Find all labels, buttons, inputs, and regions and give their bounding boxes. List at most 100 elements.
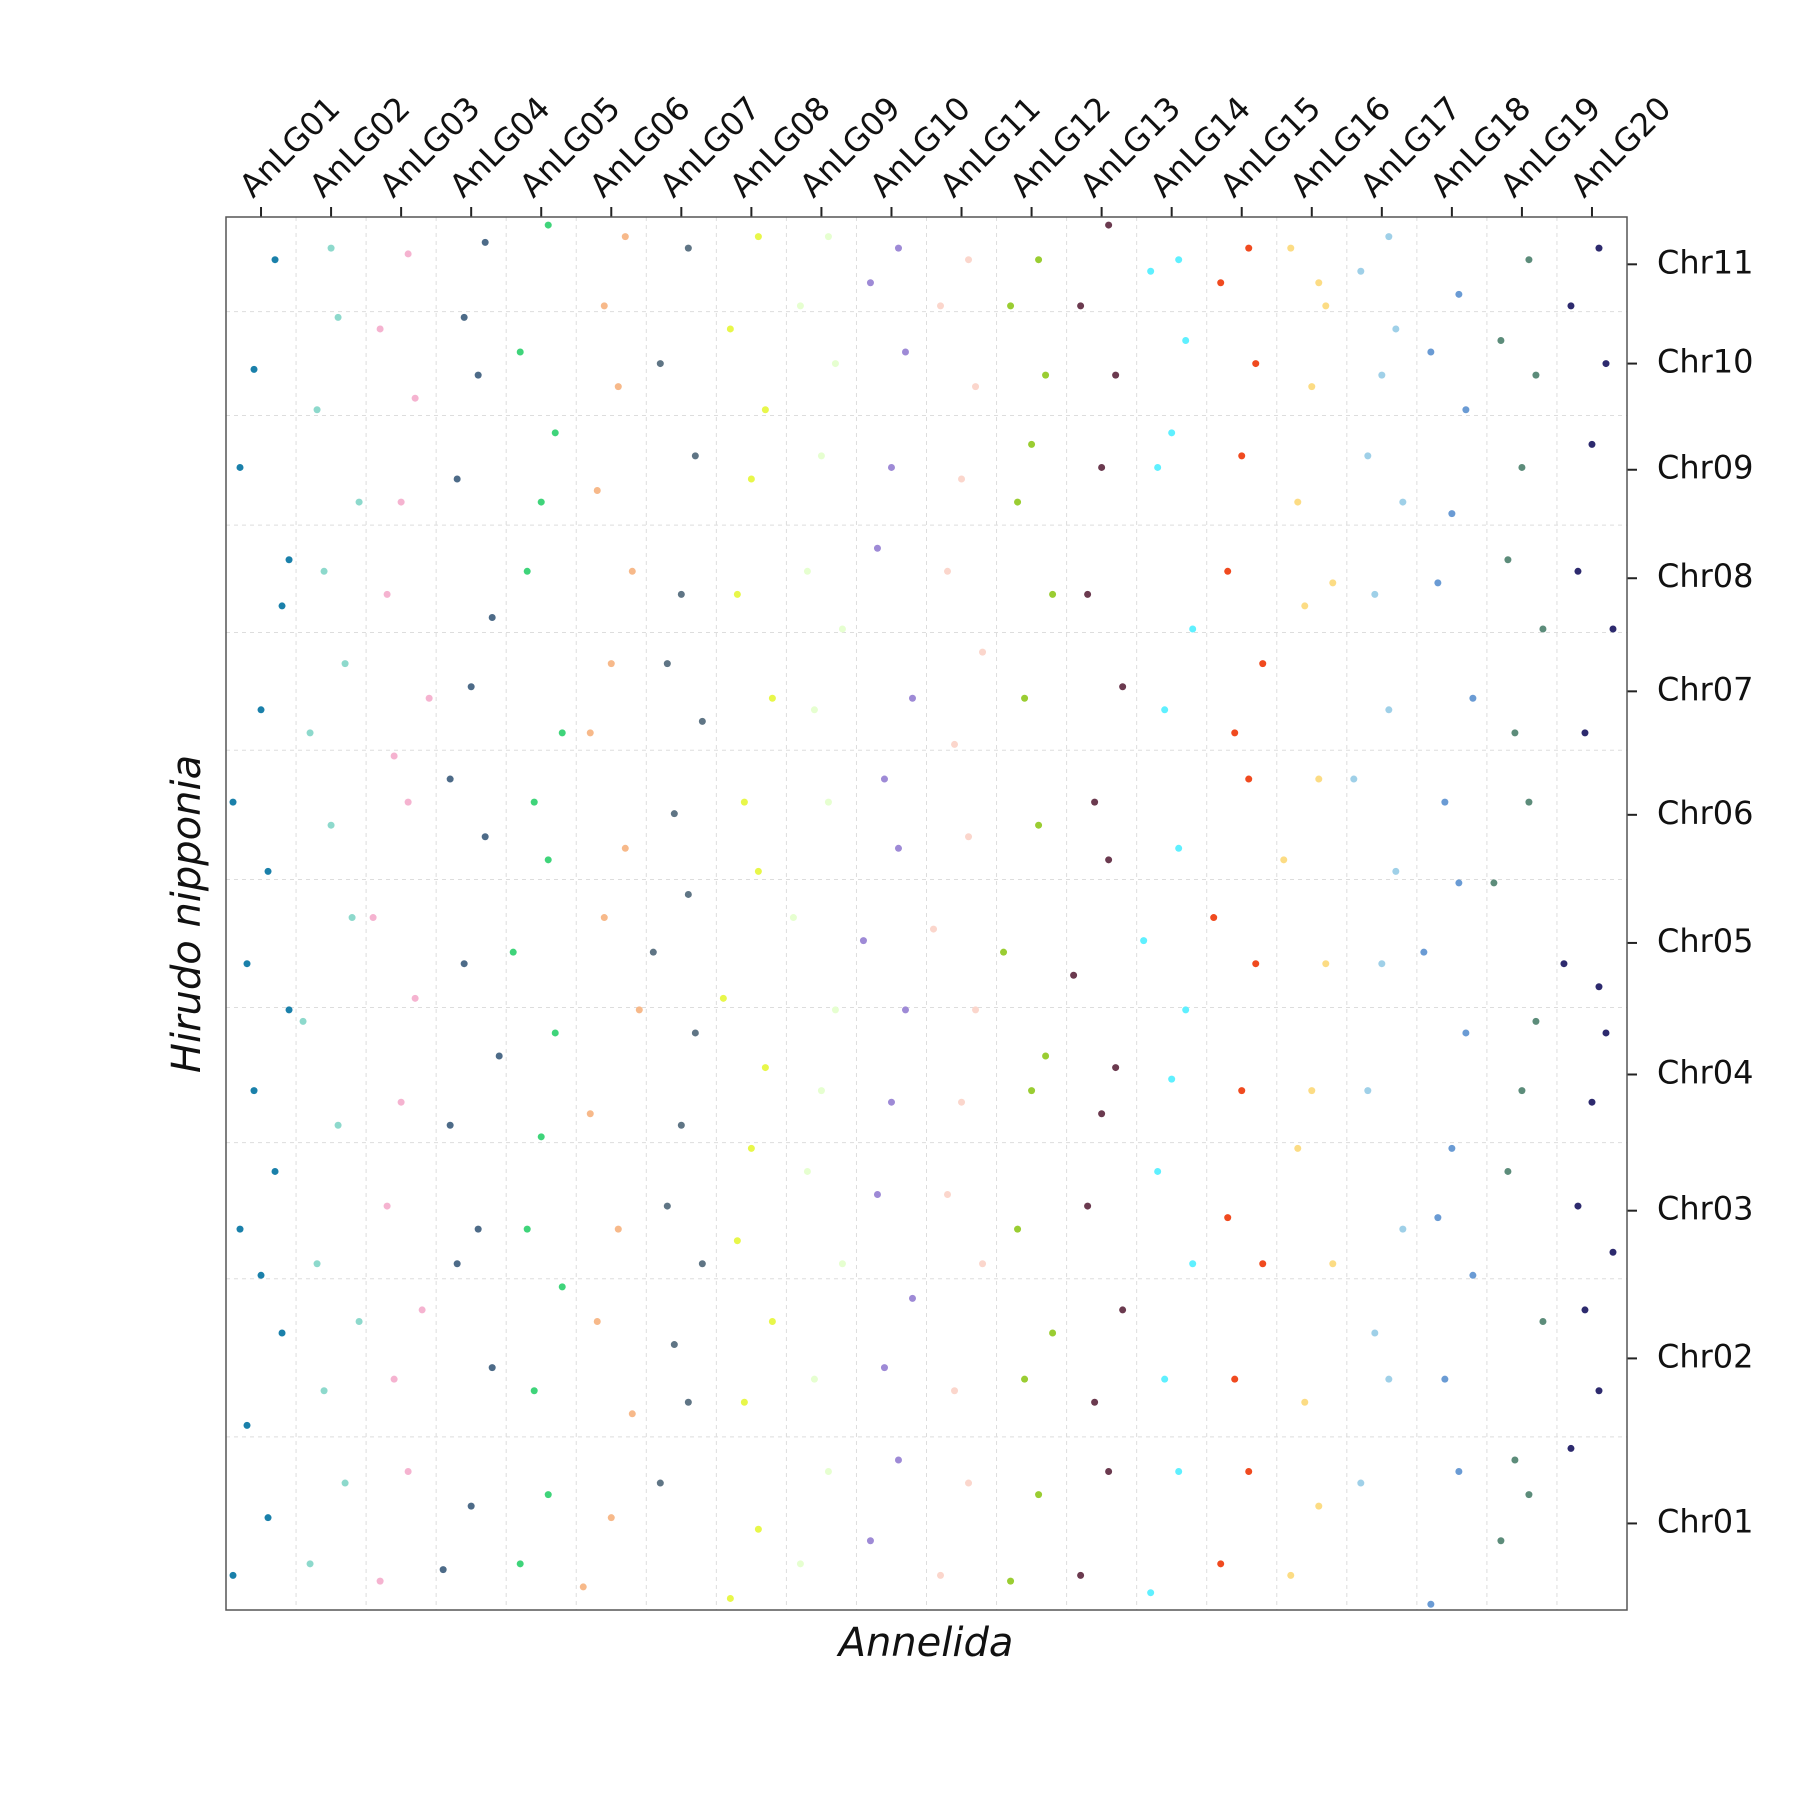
point — [1084, 1202, 1092, 1210]
point — [334, 313, 342, 321]
point — [761, 406, 769, 414]
point — [1224, 567, 1232, 575]
point — [1147, 267, 1155, 275]
point — [285, 1006, 293, 1014]
point — [593, 1317, 601, 1325]
point — [1434, 1214, 1442, 1222]
point — [341, 660, 349, 668]
point — [866, 279, 874, 287]
point — [1455, 1468, 1463, 1476]
point — [1098, 463, 1106, 471]
point — [663, 1202, 671, 1210]
point — [937, 302, 945, 310]
point — [236, 463, 244, 471]
point — [908, 694, 916, 702]
point — [1182, 336, 1190, 344]
point — [243, 960, 251, 968]
point — [264, 1514, 272, 1522]
point — [698, 717, 706, 725]
point — [1210, 914, 1218, 922]
point — [1322, 302, 1330, 310]
point — [1392, 867, 1400, 875]
point — [663, 660, 671, 668]
point — [1329, 1260, 1337, 1268]
point — [1497, 336, 1505, 344]
y-tick-label: Chr05 — [1657, 922, 1754, 960]
point — [972, 383, 980, 391]
point — [1420, 948, 1428, 956]
point — [614, 1225, 622, 1233]
point — [383, 590, 391, 598]
y-tick-label: Chr07 — [1657, 670, 1754, 708]
point — [607, 1514, 615, 1522]
point — [355, 1317, 363, 1325]
point — [327, 244, 335, 252]
point — [397, 498, 405, 506]
point — [873, 1191, 881, 1199]
point — [1259, 1260, 1267, 1268]
point — [817, 1087, 825, 1095]
point — [523, 1225, 531, 1233]
point — [684, 244, 692, 252]
point — [1364, 452, 1372, 460]
point — [1371, 590, 1379, 598]
point — [733, 590, 741, 598]
point — [607, 660, 615, 668]
point — [544, 1491, 552, 1499]
point — [901, 348, 909, 356]
point — [1007, 1577, 1015, 1585]
point — [1322, 960, 1330, 968]
point — [656, 360, 664, 368]
point — [1602, 360, 1610, 368]
point — [1518, 1087, 1526, 1095]
point — [390, 1375, 398, 1383]
point — [551, 1029, 559, 1037]
point — [1462, 1029, 1470, 1037]
point — [488, 613, 496, 621]
y-tick-label: Chr04 — [1657, 1053, 1754, 1091]
point — [1560, 960, 1568, 968]
point — [586, 729, 594, 737]
point — [768, 694, 776, 702]
point — [530, 798, 538, 806]
point — [1140, 937, 1148, 945]
point — [481, 833, 489, 841]
point — [397, 1098, 405, 1106]
point — [376, 1577, 384, 1585]
point — [1091, 1398, 1099, 1406]
point — [796, 1560, 804, 1568]
point — [677, 1121, 685, 1129]
point — [1028, 440, 1036, 448]
point — [257, 706, 265, 714]
point — [558, 1283, 566, 1291]
point — [1532, 1017, 1540, 1025]
point — [1168, 1075, 1176, 1083]
point — [677, 590, 685, 598]
point — [838, 625, 846, 633]
point — [670, 1341, 678, 1349]
point — [1511, 1456, 1519, 1464]
point — [740, 1398, 748, 1406]
point — [894, 1456, 902, 1464]
point — [1455, 290, 1463, 298]
point — [838, 1260, 846, 1268]
point — [1280, 856, 1288, 864]
point — [656, 1479, 664, 1487]
point — [684, 1398, 692, 1406]
point — [887, 1098, 895, 1106]
y-tick-label: Chr06 — [1657, 794, 1754, 832]
point — [355, 498, 363, 506]
point — [334, 1121, 342, 1129]
point — [544, 856, 552, 864]
point — [1385, 233, 1393, 241]
point — [958, 1098, 966, 1106]
point — [579, 1583, 587, 1591]
point — [1378, 371, 1386, 379]
y-axis-label: Hirudo nipponia — [164, 755, 210, 1073]
point — [1574, 567, 1582, 575]
point — [1469, 1271, 1477, 1279]
point — [670, 810, 678, 818]
point — [691, 1029, 699, 1037]
point — [951, 740, 959, 748]
point — [488, 1364, 496, 1372]
